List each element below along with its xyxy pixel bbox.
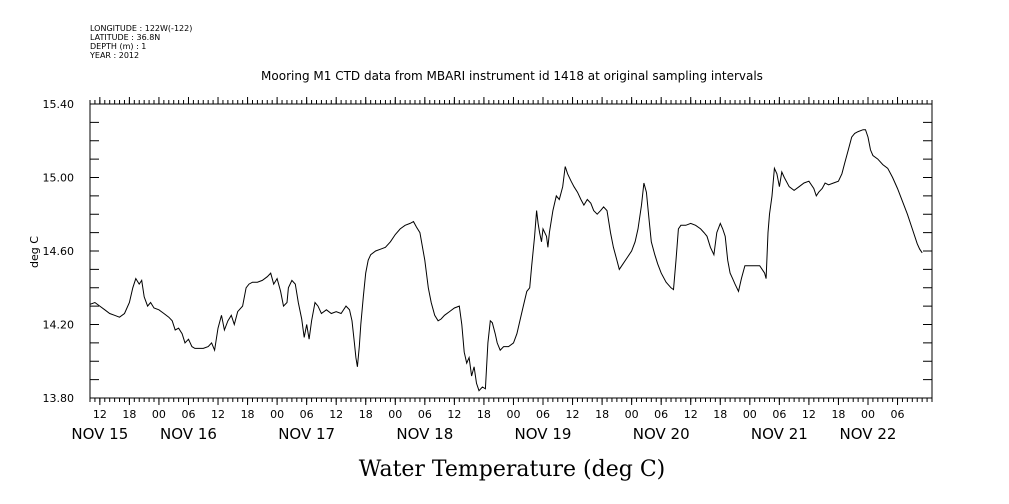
hour-tick-label: 06 [654, 408, 668, 421]
hour-tick-label: 00 [861, 408, 875, 421]
day-label: NOV 19 [515, 425, 572, 443]
hour-tick-label: 06 [772, 408, 786, 421]
hour-tick-label: 18 [713, 408, 727, 421]
meta-latitude: LATITUDE : 36.8N [90, 33, 160, 42]
y-tick-label: 14.20 [43, 319, 75, 332]
y-tick-label: 14.60 [43, 245, 75, 258]
y-tick-label: 13.80 [43, 392, 75, 405]
temperature-series-line [89, 129, 923, 392]
meta-year: YEAR : 2012 [89, 51, 139, 60]
hour-tick-label: 12 [93, 408, 107, 421]
meta-longitude: LONGITUDE : 122W(-122) [90, 24, 192, 33]
hour-tick-label: 06 [418, 408, 432, 421]
hour-tick-label: 06 [300, 408, 314, 421]
hour-tick-label: 12 [802, 408, 816, 421]
x-axis-label: Water Temperature (deg C) [359, 457, 666, 482]
hour-tick-label: 12 [566, 408, 580, 421]
day-label: NOV 17 [278, 425, 335, 443]
meta-depth: DEPTH (m) : 1 [90, 42, 146, 51]
hour-tick-label: 12 [447, 408, 461, 421]
hour-tick-label: 18 [477, 408, 491, 421]
y-axis-label: deg C [28, 236, 41, 268]
hour-tick-label: 06 [536, 408, 550, 421]
day-label: NOV 15 [71, 425, 128, 443]
hour-tick-label: 18 [122, 408, 136, 421]
hour-tick-label: 18 [359, 408, 373, 421]
day-label: NOV 18 [396, 425, 453, 443]
minor-ticks [89, 100, 933, 402]
y-axis: 13.80 14.20 14.60 15.00 15.40 [43, 98, 932, 405]
hour-tick-label: 00 [270, 408, 284, 421]
hour-tick-label: 00 [506, 408, 520, 421]
hour-tick-label: 00 [388, 408, 402, 421]
hour-tick-label: 00 [152, 408, 166, 421]
hour-tick-label: 18 [241, 408, 255, 421]
day-label: NOV 16 [160, 425, 217, 443]
day-label: NOV 20 [633, 425, 690, 443]
y-tick-label: 15.40 [43, 98, 75, 111]
x-axis: 12 18 00 06 12 18 00 06 12 18 00 06 12 18 00 06 12 18 00 06… [71, 97, 905, 443]
chart-title: Mooring M1 CTD data from MBARI instrumen… [261, 69, 763, 83]
day-label: NOV 22 [840, 425, 897, 443]
hour-tick-label: 06 [891, 408, 905, 421]
y-tick-label: 15.00 [43, 172, 75, 185]
hour-tick-label: 18 [831, 408, 845, 421]
hour-tick-label: 06 [181, 408, 195, 421]
day-label: NOV 21 [751, 425, 808, 443]
hour-tick-label: 00 [625, 408, 639, 421]
hour-tick-label: 18 [595, 408, 609, 421]
plot-frame [89, 103, 933, 399]
hour-tick-label: 12 [684, 408, 698, 421]
hour-tick-label: 00 [743, 408, 757, 421]
hour-tick-label: 12 [329, 408, 343, 421]
hour-tick-label: 12 [211, 408, 225, 421]
